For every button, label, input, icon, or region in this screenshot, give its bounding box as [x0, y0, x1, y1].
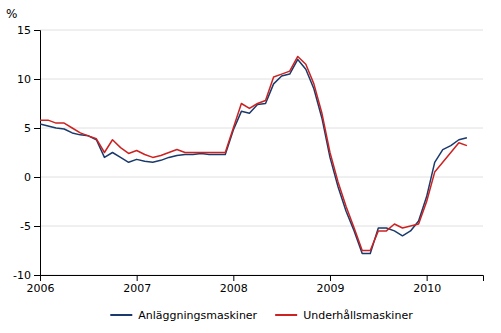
y-tick: 10: [17, 73, 40, 86]
y-tick-label: 5: [24, 122, 31, 135]
plot: 2006 2007 2008 2009 2010 -10 -5 0 5 10 15%: [6, 7, 484, 295]
y-tick-label: 10: [17, 73, 31, 86]
x-tick-label: 2007: [123, 282, 151, 295]
x-axis: 2006 2007 2008 2009 2010: [27, 275, 484, 295]
grid-line-y: [40, 128, 483, 129]
legend-label: Anläggningsmaskiner: [138, 309, 257, 322]
y-tick-mark: [34, 226, 40, 227]
legend-label: Underhållsmaskiner: [303, 309, 413, 322]
legend: Anläggningsmaskiner Underhållsmaskiner: [110, 309, 413, 322]
chart: 2006 2007 2008 2009 2010 -10 -5 0 5 10 15% Anläggni…: [0, 0, 501, 333]
grid-line-y: [40, 79, 483, 80]
legend-swatch: [110, 314, 132, 316]
y-tick-mark: [34, 177, 40, 178]
grid-line-y: [40, 30, 483, 31]
y-tick-mark: [34, 275, 40, 276]
y-axis: -10 -5 0 5 10 15: [13, 24, 40, 282]
legend-item: Underhållsmaskiner: [275, 309, 413, 322]
y-tick: -10: [13, 269, 40, 282]
series-line: [40, 59, 467, 253]
series-line: [40, 56, 467, 250]
y-tick: 5: [24, 122, 40, 135]
x-tick: 2009: [316, 275, 344, 295]
y-tick-mark: [34, 128, 40, 129]
x-tick-label: 2006: [27, 282, 55, 295]
y-tick-label: 0: [24, 171, 31, 184]
y-axis-line: [34, 31, 41, 276]
x-tick-label: 2009: [316, 282, 344, 295]
legend-swatch: [275, 314, 297, 316]
x-tick-label: 2008: [220, 282, 248, 295]
legend-item: Anläggningsmaskiner: [110, 309, 257, 322]
grid-line-y: [40, 226, 483, 227]
y-tick: -5: [20, 220, 40, 233]
x-tick: 2008: [220, 275, 248, 295]
x-tick: 2010: [413, 275, 441, 295]
grid-line-y: [40, 177, 483, 178]
x-tick-mark: [427, 275, 428, 281]
y-tick-mark: [34, 30, 40, 31]
x-tick-mark: [330, 275, 331, 281]
x-tick: 2007: [123, 275, 151, 295]
y-tick-label: -10: [13, 269, 31, 282]
y-tick-label: -5: [20, 220, 31, 233]
y-tick-label: 15: [17, 24, 31, 37]
grid: [40, 30, 483, 275]
x-tick-mark: [233, 275, 234, 281]
y-label: %: [6, 7, 17, 21]
y-tick: 15: [17, 24, 40, 37]
x-axis-line: [41, 276, 484, 282]
x-tick-mark: [137, 275, 138, 281]
y-tick-mark: [34, 79, 40, 80]
y-tick: 0: [24, 171, 40, 184]
lines: [40, 56, 467, 253]
x-tick-label: 2010: [413, 282, 441, 295]
